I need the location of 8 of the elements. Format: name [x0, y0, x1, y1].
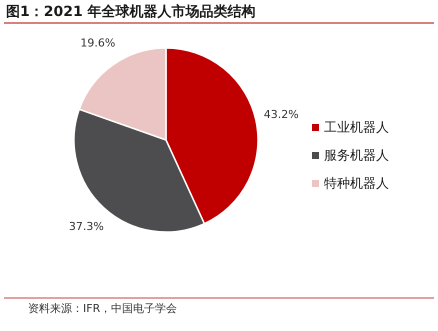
data-label: 37.3%	[68, 220, 104, 234]
legend-label: 特种机器人	[324, 176, 389, 192]
text: 资料来源：IFR，中国电子学会	[28, 302, 178, 315]
data-label: 19.6%	[80, 36, 116, 50]
legend-label: 服务机器人	[324, 148, 389, 164]
data-label: 43.2%	[264, 108, 299, 121]
chart-title: 图1：2021 年全球机器人市场品类结构	[6, 3, 256, 20]
legend-label: 工业机器人	[324, 120, 389, 136]
